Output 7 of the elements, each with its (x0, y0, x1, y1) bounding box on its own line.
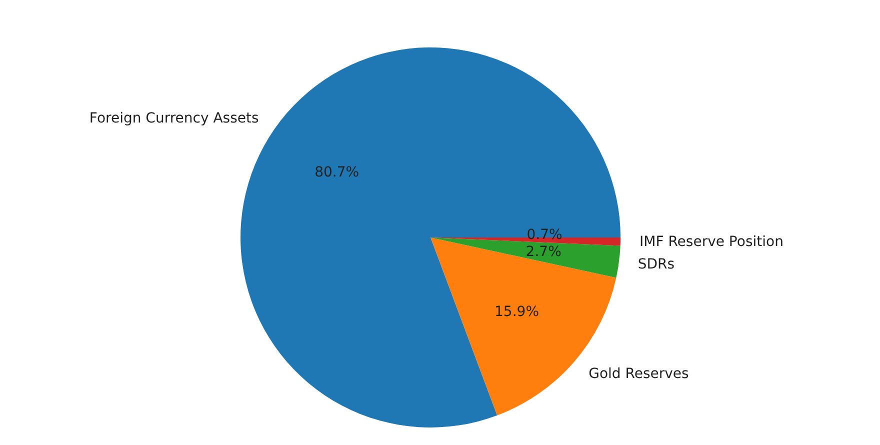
slice-label: IMF Reserve Position (640, 234, 784, 250)
data-label: 80.7% (314, 164, 360, 180)
slice-label: Gold Reserves (588, 366, 689, 382)
slice-label: SDRs (638, 256, 675, 272)
data-label: 15.9% (494, 304, 539, 320)
data-label: 2.7% (526, 244, 562, 260)
slice-label: Foreign Currency Assets (89, 110, 259, 126)
